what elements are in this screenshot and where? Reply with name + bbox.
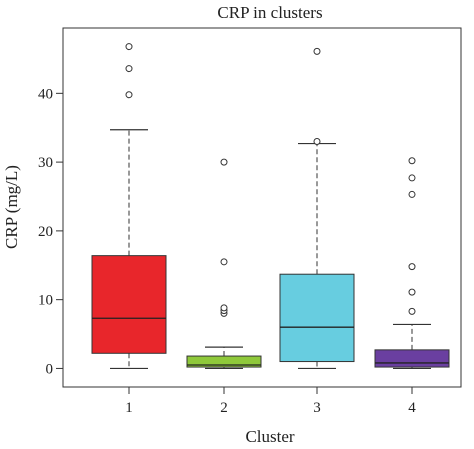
outlier-point [313,47,321,55]
outlier-point [125,43,133,51]
iqr-box [374,349,450,368]
y-tick-label: 10 [38,293,53,309]
outlier-point [408,190,416,198]
x-axis: 1 2 3 4 [125,387,416,416]
x-tick-label: 4 [408,400,416,416]
x-tick-label: 3 [313,400,321,416]
outlier-point [313,137,321,145]
x-tick-label: 1 [125,400,133,416]
box-cluster-3 [279,47,355,370]
outlier-point [408,263,416,271]
outlier-point [220,158,228,166]
box-cluster-2 [186,158,262,370]
iqr-box [91,255,167,354]
outlier-point [220,304,228,312]
chart-title: CRP in clusters [217,3,322,22]
x-tick-label: 2 [220,400,228,416]
box-series [91,43,450,370]
outlier-point [408,174,416,182]
outlier-point [125,65,133,73]
iqr-box [279,273,355,363]
y-axis-label: CRP (mg/L) [2,165,21,249]
outlier-point [220,258,228,266]
outlier-point [408,307,416,315]
outlier-point [408,288,416,296]
x-axis-label: Cluster [245,427,294,446]
box-cluster-1 [91,43,167,370]
outlier-point [408,157,416,165]
box-cluster-4 [374,157,450,370]
y-tick-label: 20 [38,224,53,240]
plot-frame [62,27,462,388]
y-axis: 0 10 20 30 40 [38,86,63,377]
y-tick-label: 30 [38,155,53,171]
outlier-point [125,91,133,99]
iqr-box [186,355,262,368]
y-tick-label: 0 [46,361,54,377]
y-tick-label: 40 [38,86,53,102]
